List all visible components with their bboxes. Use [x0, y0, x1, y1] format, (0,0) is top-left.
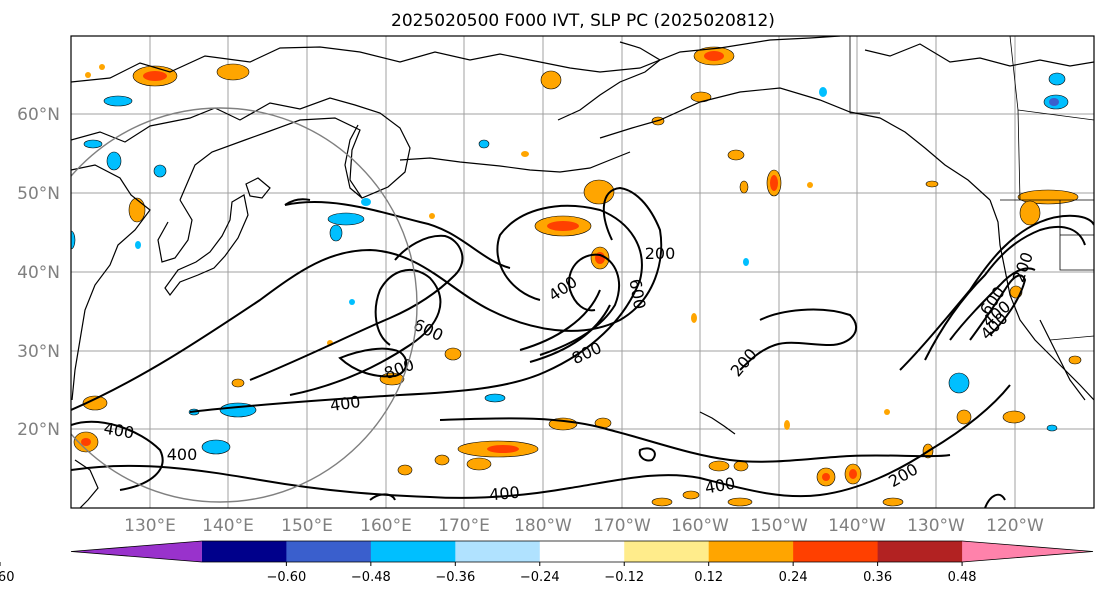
contour-200-trop — [439, 417, 951, 463]
colorbar-tick-label: 0.48 — [948, 570, 977, 585]
border-states — [1059, 200, 1094, 271]
coastline-korea — [157, 199, 193, 263]
region-circle — [71, 107, 418, 503]
lat-tick-label: 20°N — [17, 420, 60, 440]
gridlines — [71, 36, 1094, 508]
lat-tick-label: 30°N — [17, 342, 60, 362]
coastline-kamchatka — [344, 124, 363, 199]
contour-small-south — [369, 493, 396, 501]
borders — [849, 36, 1094, 341]
colorbar-ticks: −0.60 −0.48 −0.36 −0.24 −0.12 0.12 0.24 0.36 0.4… — [0, 562, 977, 585]
lat-tick-label: 40°N — [17, 263, 60, 283]
colorbar-segments — [70, 540, 1094, 563]
contour-label: 400 — [329, 392, 362, 415]
contour-200-north — [284, 201, 511, 269]
colorbar: −0.60 −0.48 −0.36 −0.24 −0.12 0.12 0.24 0.36 0.4… — [0, 540, 1094, 585]
coastline-hokkaido — [245, 177, 271, 199]
colorbar-tick-label: −0.60 — [266, 570, 306, 585]
contour-spiral-inner — [519, 289, 611, 363]
slp-contours — [71, 186, 1094, 508]
lon-tick-label: 130°W — [907, 516, 965, 536]
map-frame — [70, 35, 1095, 509]
colorbar-segment — [793, 541, 879, 562]
lon-tick-label: 160°W — [671, 516, 729, 536]
colorbar-extend-min — [71, 541, 202, 562]
lon-tick-label: 160°E — [360, 516, 412, 536]
coastline-china — [71, 164, 151, 401]
map-panel: 200 400 600 800 400 600 800 400 200 200 … — [70, 35, 1095, 509]
coastline-aleutians — [399, 151, 631, 173]
contour-label: 200 — [645, 244, 676, 263]
coastline-japan — [164, 194, 249, 297]
coastline-hawaii — [699, 411, 736, 435]
colorbar-tick-label: 0.24 — [779, 570, 808, 585]
lon-tick-label: 140°W — [828, 516, 886, 536]
colorbar-segment — [708, 541, 794, 562]
coastline-russia — [71, 36, 841, 83]
ivt-shading — [71, 46, 1082, 507]
lon-tick-label: 130°E — [124, 516, 176, 536]
colorbar-segment — [539, 541, 625, 562]
lon-tick-label: 150°W — [750, 516, 808, 536]
colorbar-tick-label: 0.60 — [0, 570, 14, 585]
contour-200-east — [739, 308, 858, 371]
border-us-mexico — [1049, 335, 1094, 341]
contour-400-inner — [249, 234, 464, 381]
contour-label: 400 — [167, 445, 198, 464]
colorbar-segment — [201, 541, 287, 562]
figure-title: 2025020500 F000 IVT, SLP PC (2025020812) — [391, 11, 775, 31]
coastline-alaska-west — [557, 41, 662, 121]
colorbar-tick-label: −0.36 — [435, 570, 475, 585]
contour-east-system — [924, 225, 1086, 361]
coastline-north-america — [989, 199, 1094, 401]
colorbar-outline — [70, 540, 1094, 563]
contour-600-main — [289, 269, 442, 396]
contour-200-north-east — [284, 198, 311, 206]
lon-tick-label: 140°E — [202, 516, 254, 536]
lon-tick-label: 180°W — [514, 516, 572, 536]
border-provinces — [1009, 36, 1094, 201]
contour-small-east — [984, 493, 1006, 508]
colorbar-tick-label: −0.48 — [351, 570, 391, 585]
latitude-labels: 60°N 50°N 40°N 30°N 20°N — [17, 105, 60, 440]
contour-label: 400 — [488, 483, 520, 505]
contour-800-low — [338, 347, 408, 378]
contour-labels: 200 400 600 800 400 600 800 400 200 200 … — [102, 244, 1037, 505]
contour-east-inner — [969, 274, 1027, 341]
lon-tick-label: 170°E — [438, 516, 490, 536]
colorbar-tick-label: −0.12 — [604, 570, 644, 585]
lat-tick-label: 50°N — [17, 184, 60, 204]
coastline-baja — [1039, 319, 1086, 401]
border-alaska-canada — [849, 36, 880, 114]
colorbar-tick-label: 0.36 — [863, 570, 892, 585]
coastline-philippines — [74, 459, 99, 508]
contour-400-west — [71, 420, 164, 491]
colorbar-segment — [877, 541, 963, 562]
lon-tick-label: 120°W — [986, 516, 1044, 536]
coastlines — [71, 36, 1094, 508]
coastline-canada-north — [864, 43, 1094, 67]
longitude-labels: 130°E 140°E 150°E 160°E 170°E 180°W 170°… — [124, 516, 1044, 536]
lon-tick-label: 150°E — [281, 516, 333, 536]
colorbar-extend-max — [962, 541, 1093, 562]
contour-small-low — [638, 447, 656, 462]
colorbar-segment — [286, 541, 372, 562]
lon-tick-label: 170°W — [593, 516, 651, 536]
colorbar-segment — [624, 541, 710, 562]
contour-east-outer — [899, 214, 1094, 371]
colorbar-segment — [370, 541, 456, 562]
coastline-alaska — [599, 87, 991, 201]
colorbar-tick-label: 0.12 — [694, 570, 723, 585]
contour-400-main — [189, 204, 643, 413]
lat-tick-label: 60°N — [17, 105, 60, 125]
contour-200-south — [71, 384, 1011, 499]
colorbar-segment — [455, 541, 541, 562]
colorbar-tick-label: −0.24 — [520, 570, 560, 585]
contour-200-pacific — [71, 186, 663, 411]
coastline-siberia-east — [71, 97, 411, 201]
